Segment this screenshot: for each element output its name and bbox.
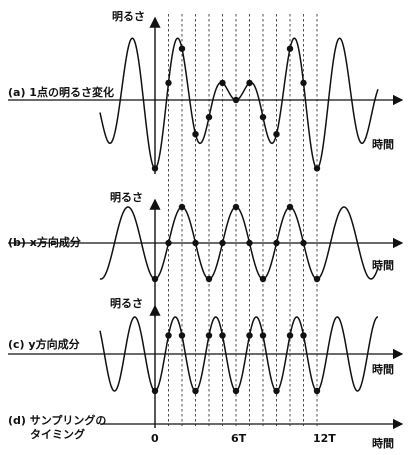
axes [8,16,404,430]
sample-point-b-10 [286,203,294,211]
sample-point-a-1 [165,79,172,87]
sample-point-a-5 [219,79,226,87]
panel-c-ylabel: 明るさ [110,297,143,310]
sample-point-c-11 [300,332,307,339]
panel-d-label-line2: タイミング [30,428,85,441]
sample-point-a-4 [205,113,213,121]
sample-point-b-9 [273,239,280,247]
panel-b-label: (b) x方向成分 [8,236,81,249]
sample-point-c-6 [232,387,240,395]
sample-point-c-12 [313,387,321,395]
sample-point-b-1 [165,239,172,247]
sample-point-b-6 [232,203,240,211]
sample-point-b-4 [205,275,213,283]
sample-point-a-0 [151,165,159,172]
panel-d-label-line1: (d) サンプリングの [8,414,107,427]
sample-point-a-11 [300,79,307,87]
tick-label-6T: 6T [231,432,247,445]
waveforms [99,37,379,392]
sample-point-a-6 [232,96,240,104]
sample-point-b-5 [219,239,226,247]
panel-b-ylabel: 明るさ [110,191,143,204]
sample-point-c-8 [259,332,267,339]
sample-point-c-2 [178,332,186,339]
panel-a-ylabel: 明るさ [112,10,145,23]
panel-a-curve [99,37,379,170]
panel-b-curve [99,206,379,280]
sample-point-a-9 [273,131,280,138]
panel-c-curve [99,316,379,392]
panel-d-xlabel: 時間 [372,437,394,450]
sample-point-b-7 [246,239,253,247]
sample-point-c-3 [192,387,199,395]
sample-point-a-3 [192,131,199,138]
sample-point-c-9 [273,387,280,395]
sample-points [151,45,321,395]
sample-point-c-0 [151,387,159,395]
sample-point-b-2 [178,203,186,211]
sample-point-a-10 [286,45,294,52]
sample-point-c-1 [165,332,172,339]
sample-point-c-5 [219,332,226,339]
sample-point-a-8 [259,113,267,121]
tick-label-12T: 12T [313,432,336,445]
panel-a-label: (a) 1点の明るさ変化 [8,86,114,99]
sample-point-c-10 [286,332,294,339]
sample-point-a-12 [313,165,321,172]
sample-point-a-2 [178,45,186,52]
sample-point-c-7 [246,332,253,339]
sample-point-b-0 [151,275,159,283]
panel-c-label: (c) y方向成分 [8,338,80,351]
panel-c-xlabel: 時間 [372,363,394,376]
sample-point-b-3 [192,239,199,247]
sample-point-a-7 [246,79,253,87]
sample-point-c-4 [205,332,213,339]
panel-a-xlabel: 時間 [372,138,394,151]
panel-b-xlabel: 時間 [372,259,394,272]
sample-point-b-12 [313,275,321,283]
tick-label-0: 0 [151,432,159,445]
sampling-lines [168,14,318,426]
sample-point-b-8 [259,275,267,283]
sample-point-b-11 [300,239,307,247]
